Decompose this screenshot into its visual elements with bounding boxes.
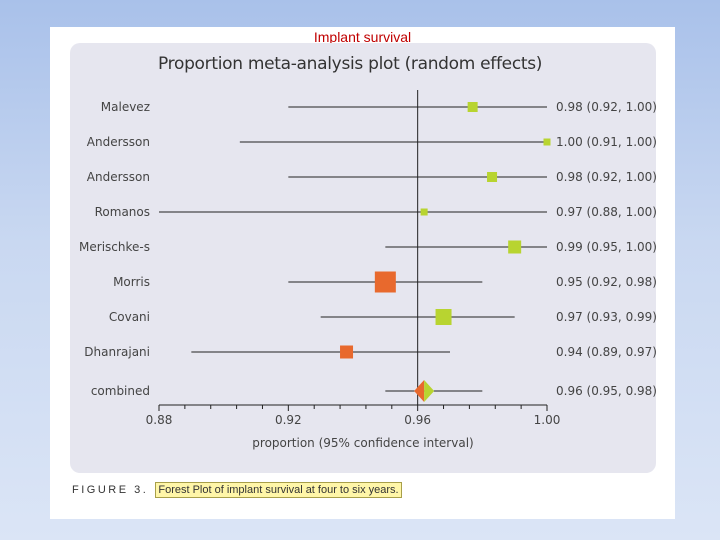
x-axis-title: proportion (95% confidence interval)	[252, 436, 473, 450]
plot-title: Proportion meta-analysis plot (random ef…	[158, 54, 543, 74]
study-label: Covani	[109, 310, 150, 324]
estimate-square	[374, 271, 396, 293]
study-label: Andersson	[87, 135, 150, 149]
estimate-square	[420, 208, 428, 216]
study-label: Andersson	[87, 170, 150, 184]
estimate-value-label: 0.97 (0.88, 1.00)	[556, 205, 656, 219]
caption-label: FIGURE 3.	[72, 484, 149, 496]
estimate-value-label: 0.95 (0.92, 0.98)	[556, 275, 656, 289]
estimate-value-label: 0.99 (0.95, 1.00)	[556, 240, 656, 254]
figure-panel: Proportion meta-analysis plot (random ef…	[70, 43, 656, 473]
study-label: Merischke-s	[79, 240, 150, 254]
x-tick-label: 0.96	[404, 413, 431, 427]
estimate-value-label: 0.98 (0.92, 1.00)	[556, 100, 656, 114]
estimate-square	[435, 309, 452, 325]
study-label: Romanos	[95, 205, 150, 219]
x-tick-label: 1.00	[534, 413, 561, 427]
estimate-value-label: 0.97 (0.93, 0.99)	[556, 310, 656, 324]
estimate-value-label: 0.94 (0.89, 0.97)	[556, 345, 656, 359]
estimate-square	[467, 102, 478, 112]
forest-plot: Malevez 0.98 (0.92, 1.00) Andersson 1.00 (0…	[79, 90, 656, 450]
combined-diamond-right	[424, 380, 435, 402]
combined-label: combined	[91, 384, 150, 398]
x-tick-label: 0.92	[275, 413, 302, 427]
study-label: Morris	[113, 275, 150, 289]
estimate-value-label: 1.00 (0.91, 1.00)	[556, 135, 656, 149]
estimate-square	[508, 240, 522, 254]
study-label: Malevez	[101, 100, 150, 114]
combined-diamond-left	[414, 380, 425, 402]
estimate-square	[543, 138, 551, 146]
figure-caption: FIGURE 3. Forest Plot of implant surviva…	[72, 482, 402, 498]
estimate-square	[487, 172, 498, 182]
caption-text: Forest Plot of implant survival at four …	[155, 482, 402, 498]
slide-title: Implant survival	[313, 29, 412, 45]
estimate-value-label: 0.96 (0.95, 0.98)	[556, 384, 656, 398]
x-tick-label: 0.88	[146, 413, 173, 427]
slide: Implant survival Proportion meta-analysi…	[50, 27, 675, 519]
estimate-value-label: 0.98 (0.92, 1.00)	[556, 170, 656, 184]
study-label: Dhanrajani	[84, 345, 150, 359]
estimate-square	[340, 345, 354, 359]
